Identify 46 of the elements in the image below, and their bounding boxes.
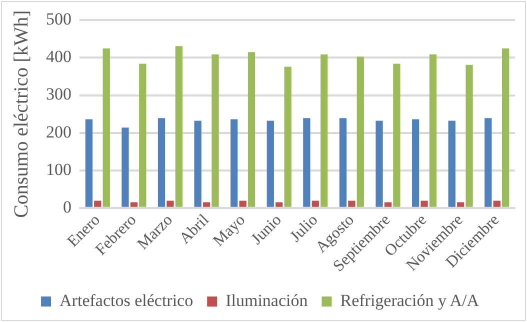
bar [393, 64, 400, 207]
bar [420, 200, 428, 207]
y-tick-label: 400 [46, 47, 72, 66]
y-tick-label: 200 [46, 122, 72, 142]
bar [339, 118, 347, 207]
bar [429, 54, 437, 207]
y-tick-label: 500 [46, 10, 72, 29]
y-axis-title: Consumo eléctrico [kWh] [10, 10, 32, 218]
bar [303, 118, 310, 207]
bar [85, 119, 93, 207]
bar [484, 118, 492, 207]
bar [175, 46, 183, 207]
y-tick-label: 0 [63, 197, 72, 216]
bar [266, 120, 274, 207]
bar [239, 200, 246, 207]
bar [122, 128, 129, 207]
bar [466, 64, 473, 207]
bar [320, 54, 328, 207]
bar [376, 120, 383, 207]
bar [312, 200, 319, 207]
bar [230, 119, 238, 207]
bar [202, 202, 210, 207]
bar [194, 120, 202, 207]
bar [356, 56, 364, 207]
bar [456, 202, 464, 207]
legend-label: Artefactos eléctrico [60, 290, 194, 310]
bar [139, 64, 146, 207]
bar [384, 202, 392, 207]
bar [276, 202, 283, 207]
legend-label: Iluminación [226, 290, 308, 310]
bar [348, 200, 356, 207]
bar [102, 48, 110, 207]
bar [94, 200, 102, 207]
bar [212, 54, 219, 207]
legend-label: Refrigeración y A/A [340, 290, 480, 310]
bar [493, 200, 500, 207]
bar [502, 48, 510, 207]
bar [166, 200, 174, 207]
bar [412, 119, 420, 207]
bar [158, 118, 166, 207]
y-tick-label: 100 [46, 160, 72, 179]
bar [130, 202, 138, 207]
bar [284, 66, 292, 207]
bar [448, 120, 456, 207]
y-tick-label: 300 [46, 84, 72, 104]
bar [248, 52, 256, 207]
